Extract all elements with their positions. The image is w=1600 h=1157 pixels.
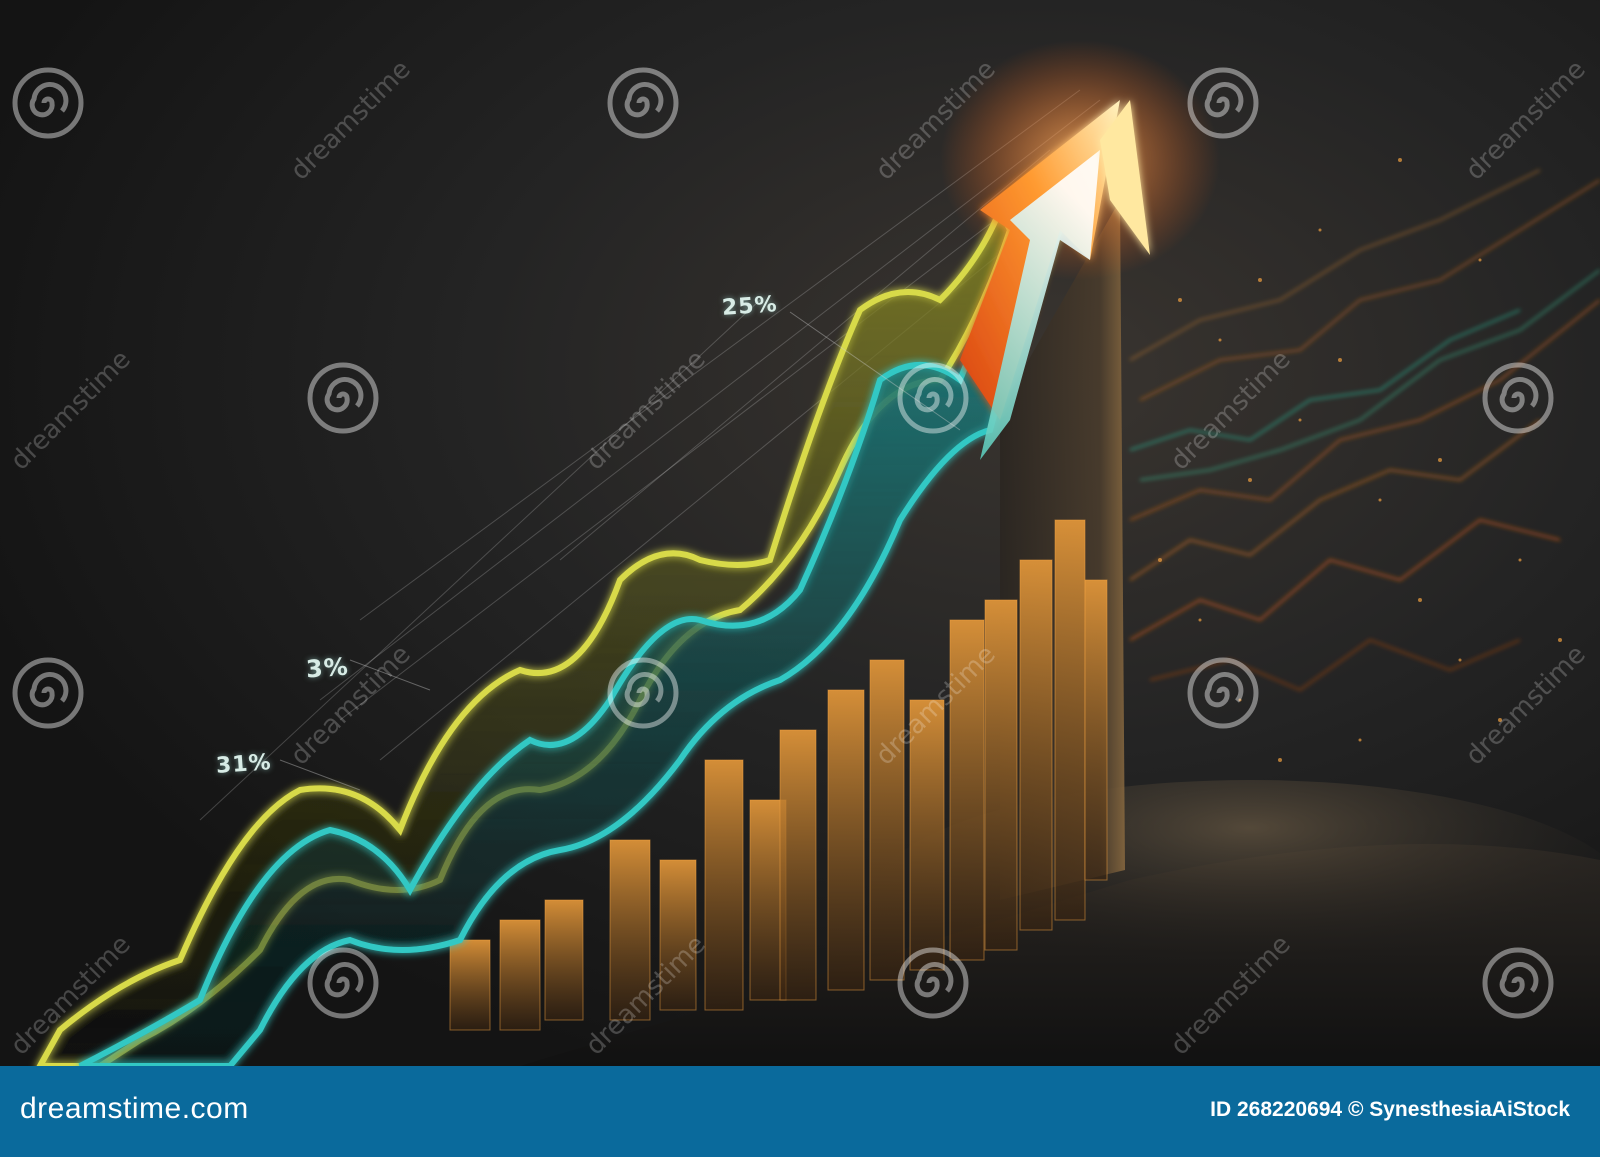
label-31-percent: 31% (215, 750, 273, 779)
particles (1158, 158, 1562, 762)
stock-footer-bar: dreamstime.com ID 268220694 © Synesthesi… (0, 1066, 1600, 1157)
watermark-spiral-icon (305, 945, 381, 1021)
data-streaks (1129, 169, 1600, 692)
watermark-spiral-icon (1185, 655, 1261, 731)
bar-columns (449, 519, 1108, 1031)
photo-area: 25% 3% 31% dreamstime dreamstime dreamstim… (0, 0, 1600, 1066)
label-3-percent: 3% (305, 652, 350, 684)
label-25-percent: 25% (721, 292, 779, 321)
watermark-spiral-icon (1480, 945, 1556, 1021)
watermark-spiral-icon (895, 360, 971, 436)
watermark-spiral-icon (10, 655, 86, 731)
watermark-spiral-icon (10, 65, 86, 141)
brand-name[interactable]: dreamstime.com (20, 1092, 249, 1125)
watermark-spiral-icon (1185, 65, 1261, 141)
watermark-spiral-icon (895, 945, 971, 1021)
arrow-white (980, 150, 1100, 460)
watermark-spiral-icon (605, 65, 681, 141)
growth-chart-illustration (0, 0, 1600, 1066)
watermark-spiral-icon (605, 655, 681, 731)
arrow-tip (1100, 100, 1150, 255)
watermark-spiral-icon (305, 360, 381, 436)
watermark-spiral-icon (1480, 360, 1556, 436)
image-id-credit: ID 268220694 © SynesthesiaAiStock (1210, 1098, 1570, 1121)
callout-lines (279, 311, 961, 791)
